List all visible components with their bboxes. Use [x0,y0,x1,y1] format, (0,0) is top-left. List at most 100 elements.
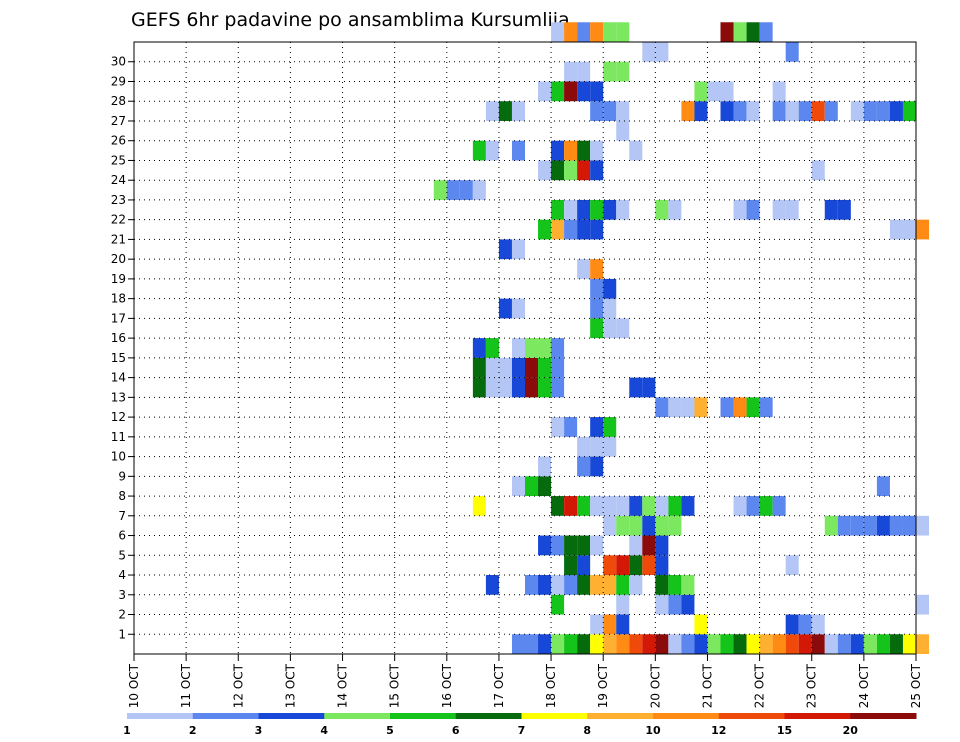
legend-swatch [653,713,720,719]
heatmap-cell [733,199,747,220]
heatmap-cell [655,594,669,615]
heatmap-cell [720,101,734,121]
x-tick-label: 25 OCT [909,663,923,708]
legend-label: 12 [711,724,726,737]
heatmap-cell [564,634,578,654]
x-tick-label: 13 OCT [283,663,297,708]
heatmap-cell [525,377,539,398]
heatmap-cell [498,239,512,260]
heatmap-cell [551,199,565,220]
heatmap-cell [668,634,682,654]
heatmap-cell [551,219,565,240]
heatmap-cell [642,377,656,398]
heatmap-cell [798,634,812,654]
heatmap-cell [577,199,591,220]
heatmap-cell [485,575,499,595]
legend-swatch [587,713,654,719]
heatmap-cell [538,219,552,240]
heatmap-cell [538,456,552,477]
heatmap-cell [668,199,682,220]
x-tick-label: 24 OCT [857,663,871,708]
heatmap-cell [590,278,604,299]
legend-label: 15 [777,724,792,737]
heatmap-cell [564,219,578,240]
heatmap-cell [798,101,812,121]
heatmap-cell [629,535,643,556]
heatmap-cell [577,81,591,102]
heatmap-cell [668,515,682,536]
heatmap-cell [551,496,565,516]
heatmap-cell [655,397,669,418]
heatmap-cell [902,515,916,536]
heatmap-cell [538,160,552,181]
heatmap-cell [459,180,473,200]
heatmap-cell [472,140,486,161]
heatmap-cell [603,614,617,635]
y-tick-label: 23 [111,193,126,207]
heatmap-cell [577,61,591,82]
legend-label: 8 [583,724,591,737]
heatmap-cell [564,61,578,82]
heatmap-cell [564,575,578,595]
heatmap-cell [720,22,734,42]
heatmap-cell [681,634,695,654]
heatmap-cells [433,22,930,654]
heatmap-cell [707,81,721,102]
heatmap-cell [590,318,604,339]
heatmap-cell [446,180,460,200]
heatmap-cell [525,338,539,358]
heatmap-cell [538,81,552,102]
y-tick-label: 10 [111,450,126,464]
gridlines [134,42,916,654]
heatmap-cell [681,575,695,595]
heatmap-cell [916,634,930,654]
heatmap-cell [629,515,643,536]
heatmap-cell [759,22,773,42]
heatmap-cell [551,634,565,654]
y-tick-label: 8 [118,489,126,503]
heatmap-cell [824,634,838,654]
heatmap-cell [889,634,903,654]
heatmap-cell [564,140,578,161]
heatmap-cell [681,397,695,418]
heatmap-cell [629,575,643,595]
heatmap-cell [694,101,708,121]
y-tick-label: 20 [111,252,126,266]
heatmap-cell [590,298,604,319]
x-tick-label: 12 OCT [231,663,245,708]
x-tick-label: 23 OCT [805,663,819,708]
heatmap-cell [668,496,682,516]
x-tick-label: 20 OCT [648,663,662,708]
heatmap-cell [694,634,708,654]
y-tick-label: 16 [111,331,126,345]
heatmap-cell [511,377,525,398]
heatmap-cell [616,515,630,536]
legend-swatch [192,713,259,719]
heatmap-cell [590,614,604,635]
heatmap-cell [759,496,773,516]
heatmap-cell [876,515,890,536]
heatmap-cell [498,101,512,121]
legend-swatch [324,713,391,719]
heatmap-cell [798,614,812,635]
heatmap-cell [551,140,565,161]
y-tick-label: 28 [111,94,126,108]
heatmap-cell [577,22,591,42]
heatmap-cell [642,555,656,576]
heatmap-cell [902,219,916,240]
heatmap-cell [577,436,591,457]
legend-label: 6 [452,724,460,737]
legend-swatch [521,713,588,719]
heatmap-cell [590,496,604,516]
legend-swatch [390,713,457,719]
y-tick-label: 4 [118,568,126,582]
heatmap-cell [642,496,656,516]
heatmap-cell [720,81,734,102]
heatmap-cell [772,81,786,102]
heatmap-cell [655,634,669,654]
heatmap-cell [590,22,604,42]
y-tick-label: 5 [118,548,126,562]
heatmap-cell [916,594,930,615]
heatmap-cell [668,397,682,418]
heatmap-cell [681,594,695,615]
